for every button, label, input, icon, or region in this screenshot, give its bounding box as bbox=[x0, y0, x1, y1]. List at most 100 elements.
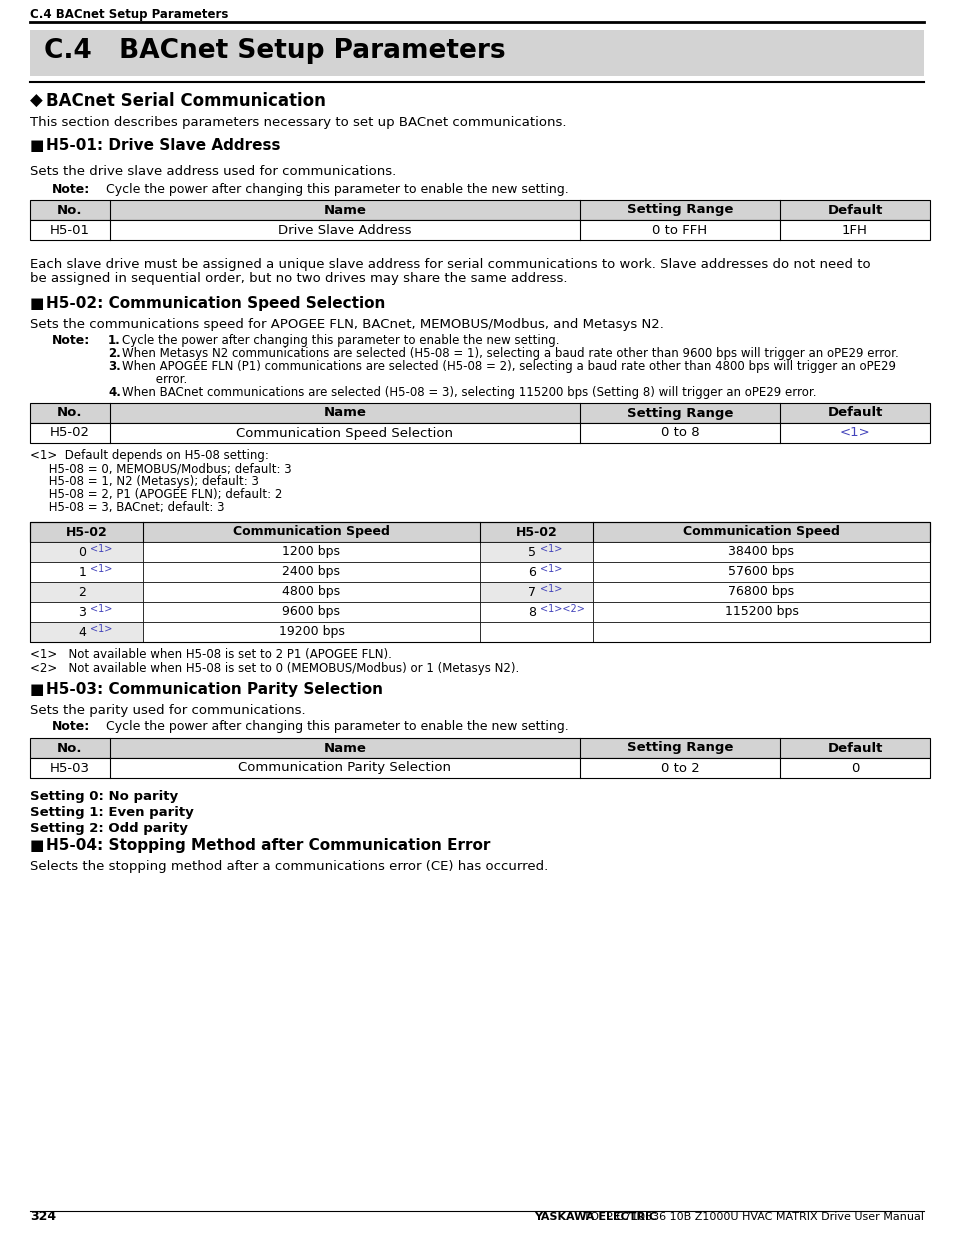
Text: 1200 bps: 1200 bps bbox=[282, 546, 340, 558]
Text: <1>: <1> bbox=[540, 543, 562, 555]
Text: 8: 8 bbox=[528, 605, 536, 619]
Text: Setting Range: Setting Range bbox=[626, 204, 733, 216]
Text: ■: ■ bbox=[30, 682, 45, 697]
Text: error.: error. bbox=[122, 373, 187, 387]
Bar bbox=[143, 542, 479, 562]
Text: Setting Range: Setting Range bbox=[626, 406, 733, 420]
Text: Each slave drive must be assigned a unique slave address for serial communicatio: Each slave drive must be assigned a uniq… bbox=[30, 258, 870, 270]
Bar bbox=[30, 220, 929, 240]
Text: 1.: 1. bbox=[108, 333, 121, 347]
Text: Communication Speed Selection: Communication Speed Selection bbox=[236, 426, 453, 440]
Text: <1>: <1> bbox=[91, 624, 112, 634]
Text: 6: 6 bbox=[528, 566, 536, 578]
Text: 1FH: 1FH bbox=[841, 224, 867, 236]
Text: 3.: 3. bbox=[108, 359, 121, 373]
Text: When BACnet communications are selected (H5-08 = 3), selecting 115200 bps (Setti: When BACnet communications are selected … bbox=[122, 387, 816, 399]
Text: Name: Name bbox=[323, 406, 366, 420]
Text: Cycle the power after changing this parameter to enable the new setting.: Cycle the power after changing this para… bbox=[106, 183, 568, 196]
Text: H5-02: H5-02 bbox=[66, 526, 108, 538]
Text: Communication Speed: Communication Speed bbox=[233, 526, 390, 538]
Text: C.4 BACnet Setup Parameters: C.4 BACnet Setup Parameters bbox=[30, 7, 228, 21]
Text: Cycle the power after changing this parameter to enable the new setting.: Cycle the power after changing this para… bbox=[106, 720, 568, 734]
Bar bbox=[30, 30, 923, 77]
Text: Setting 1: Even parity: Setting 1: Even parity bbox=[30, 806, 193, 819]
Text: <1><2>: <1><2> bbox=[540, 604, 585, 614]
Bar bbox=[593, 582, 929, 601]
Text: H5-04: Stopping Method after Communication Error: H5-04: Stopping Method after Communicati… bbox=[46, 839, 490, 853]
Bar bbox=[593, 542, 929, 562]
Text: <1>: <1> bbox=[91, 604, 112, 614]
Text: Default: Default bbox=[826, 204, 882, 216]
Text: Name: Name bbox=[323, 741, 366, 755]
Text: When Metasys N2 communications are selected (H5-08 = 1), selecting a baud rate o: When Metasys N2 communications are selec… bbox=[122, 347, 898, 359]
Text: Name: Name bbox=[323, 204, 366, 216]
Bar bbox=[30, 522, 929, 642]
Text: 19200 bps: 19200 bps bbox=[278, 625, 344, 638]
Bar bbox=[479, 542, 593, 562]
Bar bbox=[479, 601, 593, 622]
Text: 0 to FFH: 0 to FFH bbox=[652, 224, 707, 236]
Bar bbox=[143, 622, 479, 642]
Text: 4: 4 bbox=[78, 625, 87, 638]
Bar bbox=[479, 562, 593, 582]
Text: This section describes parameters necessary to set up BACnet communications.: This section describes parameters necess… bbox=[30, 116, 566, 128]
Text: <1>: <1> bbox=[540, 584, 562, 594]
Text: H5-01: H5-01 bbox=[50, 224, 90, 236]
Text: <1>: <1> bbox=[540, 564, 562, 574]
Text: 38400 bps: 38400 bps bbox=[728, 546, 794, 558]
Text: Default: Default bbox=[826, 406, 882, 420]
Text: Setting 0: No parity: Setting 0: No parity bbox=[30, 790, 178, 803]
Text: be assigned in sequential order, but no two drives may share the same address.: be assigned in sequential order, but no … bbox=[30, 272, 567, 285]
Text: Sets the parity used for communications.: Sets the parity used for communications. bbox=[30, 704, 305, 718]
Bar bbox=[593, 601, 929, 622]
Text: H5-02: Communication Speed Selection: H5-02: Communication Speed Selection bbox=[46, 296, 385, 311]
Bar bbox=[143, 601, 479, 622]
Text: 9600 bps: 9600 bps bbox=[282, 605, 340, 619]
Bar bbox=[143, 562, 479, 582]
Text: Communication Speed: Communication Speed bbox=[682, 526, 839, 538]
Bar bbox=[30, 582, 143, 601]
Text: 4800 bps: 4800 bps bbox=[282, 585, 340, 599]
Text: H5-02: H5-02 bbox=[50, 426, 90, 440]
Bar bbox=[30, 200, 929, 220]
Text: H5-03: Communication Parity Selection: H5-03: Communication Parity Selection bbox=[46, 682, 382, 697]
Text: Sets the communications speed for APOGEE FLN, BACnet, MEMOBUS/Modbus, and Metasy: Sets the communications speed for APOGEE… bbox=[30, 317, 663, 331]
Text: YASKAWA ELECTRIC: YASKAWA ELECTRIC bbox=[534, 1212, 657, 1221]
Bar bbox=[30, 622, 143, 642]
Text: <1>: <1> bbox=[91, 564, 112, 574]
Text: Cycle the power after changing this parameter to enable the new setting.: Cycle the power after changing this para… bbox=[122, 333, 558, 347]
Text: Default: Default bbox=[826, 741, 882, 755]
Text: <1>  Default depends on H5-08 setting:: <1> Default depends on H5-08 setting: bbox=[30, 450, 269, 462]
Text: Note:: Note: bbox=[52, 183, 91, 196]
Text: H5-08 = 0, MEMOBUS/Modbus; default: 3: H5-08 = 0, MEMOBUS/Modbus; default: 3 bbox=[30, 462, 292, 475]
Text: 1: 1 bbox=[78, 566, 87, 578]
Text: ◆: ◆ bbox=[30, 91, 43, 110]
Text: Communication Parity Selection: Communication Parity Selection bbox=[238, 762, 451, 774]
Text: TOEP C710636 10B Z1000U HVAC MATRIX Drive User Manual: TOEP C710636 10B Z1000U HVAC MATRIX Driv… bbox=[579, 1212, 923, 1221]
Bar bbox=[143, 582, 479, 601]
Text: 2: 2 bbox=[78, 585, 87, 599]
Bar bbox=[30, 601, 143, 622]
Text: Sets the drive slave address used for communications.: Sets the drive slave address used for co… bbox=[30, 165, 395, 178]
Text: <1>: <1> bbox=[839, 426, 869, 440]
Text: 7: 7 bbox=[528, 585, 536, 599]
Bar bbox=[593, 622, 929, 642]
Text: H5-02: H5-02 bbox=[515, 526, 557, 538]
Text: No.: No. bbox=[57, 204, 83, 216]
Bar bbox=[30, 542, 143, 562]
Text: <1>   Not available when H5-08 is set to 2 P1 (APOGEE FLN).: <1> Not available when H5-08 is set to 2… bbox=[30, 648, 392, 661]
Text: H5-03: H5-03 bbox=[50, 762, 90, 774]
Text: C.4   BACnet Setup Parameters: C.4 BACnet Setup Parameters bbox=[44, 38, 505, 64]
Text: H5-08 = 3, BACnet; default: 3: H5-08 = 3, BACnet; default: 3 bbox=[30, 501, 224, 514]
Bar bbox=[30, 424, 929, 443]
Text: 115200 bps: 115200 bps bbox=[723, 605, 798, 619]
Text: Drive Slave Address: Drive Slave Address bbox=[278, 224, 412, 236]
Text: 5: 5 bbox=[528, 546, 536, 558]
Text: 324: 324 bbox=[30, 1210, 56, 1224]
Bar bbox=[30, 739, 929, 758]
Bar bbox=[479, 582, 593, 601]
Text: H5-08 = 1, N2 (Metasys); default: 3: H5-08 = 1, N2 (Metasys); default: 3 bbox=[30, 475, 258, 488]
Text: Note:: Note: bbox=[52, 333, 91, 347]
Text: No.: No. bbox=[57, 741, 83, 755]
Bar bbox=[593, 562, 929, 582]
